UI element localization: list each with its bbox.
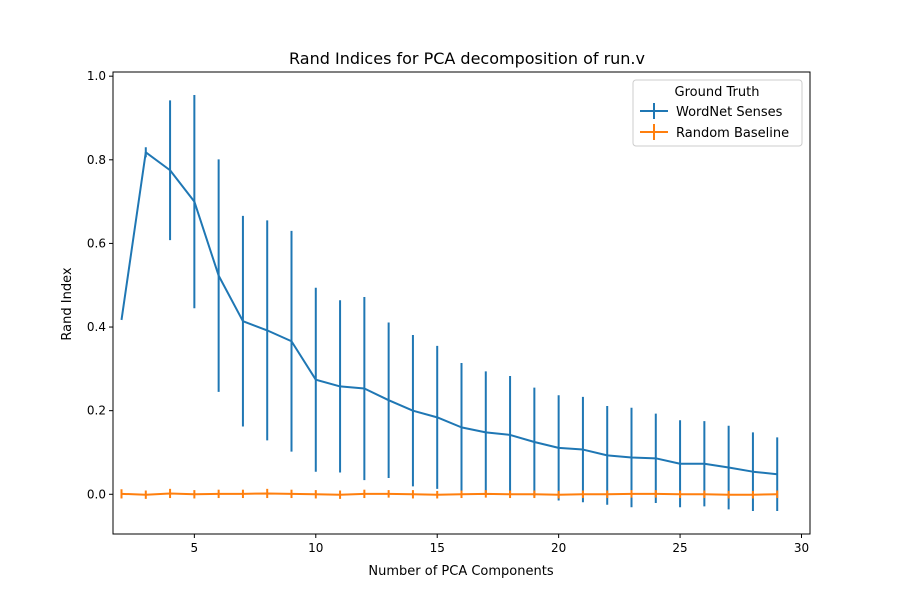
series-line: [121, 492, 778, 496]
x-axis: 5 10 15 20 25 30: [191, 534, 809, 555]
x-tick-label: 25: [672, 541, 687, 555]
y-tick-label: 0.4: [87, 320, 106, 334]
x-tick-label: 20: [551, 541, 566, 555]
y-tick-label: 0.0: [87, 487, 106, 501]
legend-item: Random Baseline: [640, 124, 789, 141]
x-tick-label: 30: [794, 541, 809, 555]
x-tick-label: 15: [430, 541, 445, 555]
legend-item: WordNet Senses: [640, 103, 783, 120]
legend-label: WordNet Senses: [676, 105, 783, 120]
series-random-baseline: [120, 488, 779, 499]
y-axis: 0.0 0.2 0.4 0.6 0.8 1.0: [87, 69, 113, 501]
series-wordnet-senses: [120, 94, 779, 512]
y-tick-label: 0.6: [87, 236, 106, 250]
y-axis-label: Rand Index: [60, 267, 75, 340]
series-line: [120, 151, 778, 476]
legend-items: WordNet Senses Random Baseline: [640, 103, 789, 141]
legend-box: [632, 79, 803, 147]
y-tick-label: 0.2: [87, 404, 106, 418]
y-tick-label: 0.8: [87, 153, 106, 167]
plot-marks: [120, 94, 779, 512]
x-tick-label: 10: [308, 541, 323, 555]
y-tick-label: 1.0: [87, 69, 106, 83]
legend-label: Random Baseline: [676, 126, 789, 141]
legend: Ground Truth WordNet Senses Random Baseli…: [632, 79, 803, 147]
x-axis-label: Number of PCA Components: [368, 564, 553, 579]
x-tick-label: 5: [191, 541, 199, 555]
legend-title: Ground Truth: [675, 85, 760, 100]
plot-frame: [112, 71, 811, 535]
chart-title: Rand Indices for PCA decomposition of ru…: [289, 49, 645, 68]
